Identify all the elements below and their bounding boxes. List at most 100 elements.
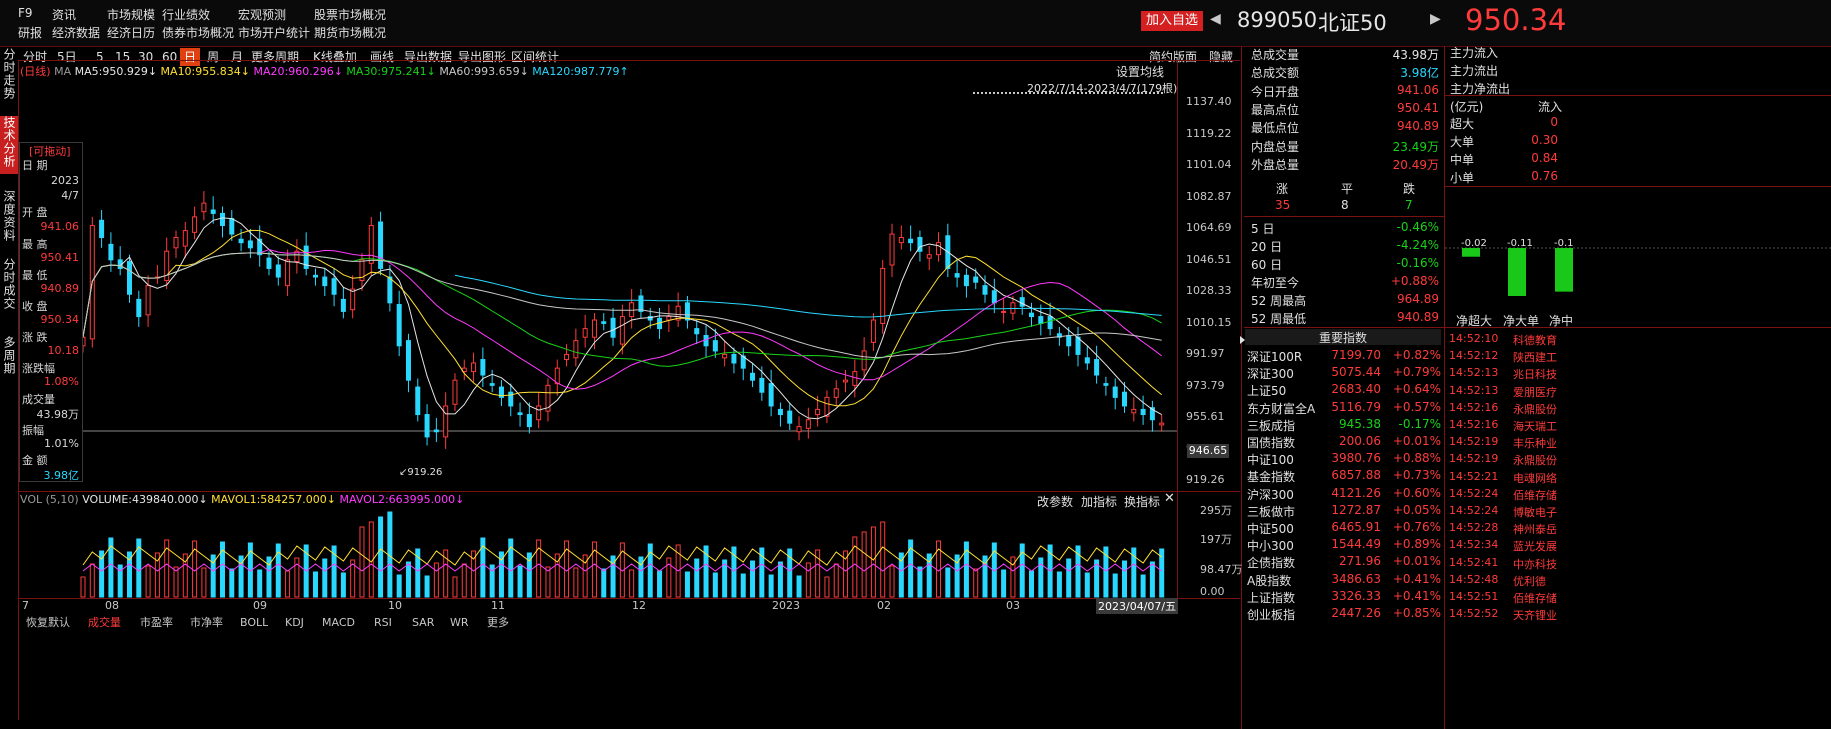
ticker-row[interactable]: 14:52:19 永鼎股份	[1449, 452, 1829, 468]
ticker-row[interactable]: 14:52:24 博敏电子	[1449, 504, 1829, 520]
index-row[interactable]: 上证50 2683.40 +0.64%	[1247, 382, 1443, 398]
menu-item[interactable]: 经济日历	[107, 26, 156, 40]
setup-ma-button[interactable]: 设置均线	[1116, 65, 1165, 79]
index-row[interactable]: 三板成指 945.38 -0.17%	[1247, 417, 1443, 433]
ticker-row[interactable]: 14:52:10 科德教育	[1449, 332, 1829, 348]
candle	[1038, 304, 1044, 336]
ticker-row[interactable]: 14:52:13 兆日科技	[1449, 366, 1829, 382]
tab-intraday[interactable]: 分时走势	[0, 48, 18, 106]
ticker-row[interactable]: 14:52:21 电魂网络	[1449, 470, 1829, 486]
ticker-row[interactable]: 14:52:48 优利德	[1449, 573, 1829, 589]
index-row[interactable]: 深证100R 7199.70 +0.82%	[1247, 348, 1443, 364]
index-value: 200.06	[1339, 434, 1381, 448]
ticker-row[interactable]: 14:52:16 海天瑞工	[1449, 418, 1829, 434]
volume-bar	[322, 558, 328, 598]
prev-stock-icon[interactable]: ◀	[1210, 11, 1221, 27]
menu-item[interactable]: 研报	[18, 26, 43, 40]
volume-bar	[870, 526, 876, 598]
ma-legend: (日线) MA MA5:950.929↓ MA10:955.834↓ MA20:…	[20, 63, 629, 79]
index-row[interactable]: 三板做市 1272.87 +0.05%	[1247, 503, 1443, 519]
menu-item[interactable]: 市场规模	[107, 8, 156, 22]
index-name: 基金指数	[1247, 470, 1296, 485]
candle	[378, 211, 384, 276]
volume-bar	[396, 574, 402, 598]
ticker-row[interactable]: 14:52:51 佰维存储	[1449, 590, 1829, 606]
index-change: +0.57%	[1392, 399, 1441, 414]
menu-item[interactable]: 期货市场概况	[314, 26, 387, 40]
index-row[interactable]: 国债指数 200.06 +0.01%	[1247, 434, 1443, 450]
ticker-name: 蓝光发展	[1513, 540, 1557, 554]
ticker-row[interactable]: 14:52:13 爱朋医疗	[1449, 384, 1829, 400]
period-label: 5 日	[1251, 222, 1275, 236]
indicator-tab[interactable]: KDJ	[285, 616, 304, 629]
candle	[852, 359, 858, 398]
date-year: 2023	[51, 174, 79, 187]
next-stock-icon[interactable]: ▶	[1430, 11, 1441, 27]
indicator-tab[interactable]: 更多	[487, 616, 509, 629]
index-row[interactable]: 东方财富全A 5116.79 +0.57%	[1247, 400, 1443, 416]
indicator-tab[interactable]: 市盈率	[140, 616, 173, 629]
kline-chart[interactable]	[19, 61, 1177, 491]
index-row[interactable]: 创业板指 2447.26 +0.85%	[1247, 606, 1443, 622]
expand-icon[interactable]	[1240, 336, 1245, 344]
menu-item[interactable]: 市场开户统计	[238, 26, 311, 40]
indicator-tab[interactable]: 成交量	[88, 616, 121, 629]
candle	[601, 313, 607, 331]
indicator-tab[interactable]: MACD	[322, 616, 355, 629]
tab-technical[interactable]: 技术分析	[0, 116, 18, 174]
indicator-tab[interactable]: RSI	[374, 616, 392, 629]
ticker-row[interactable]: 14:52:41 中亦科技	[1449, 556, 1829, 572]
menu-item[interactable]: 行业绩效	[162, 8, 211, 22]
indicator-tab[interactable]: WR	[450, 616, 469, 629]
add-watch-button[interactable]: 加入自选	[1141, 11, 1203, 31]
indicator-tab[interactable]: 市净率	[190, 616, 223, 629]
volume-chart[interactable]	[19, 505, 1177, 598]
index-row[interactable]: 上证指数 3326.33 +0.41%	[1247, 589, 1443, 605]
ticker-row[interactable]: 14:52:19 丰乐种业	[1449, 435, 1829, 451]
panel-title: [可拖动]	[29, 145, 71, 158]
indicator-tab[interactable]: SAR	[412, 616, 435, 629]
hide-button[interactable]: 隐藏	[1209, 50, 1234, 64]
index-name: 企债指数	[1247, 556, 1296, 571]
index-value: 3326.33	[1331, 588, 1381, 603]
index-row[interactable]: 深证300 5075.44 +0.79%	[1247, 365, 1443, 381]
menu-item[interactable]: 债券市场概况	[162, 26, 235, 40]
ticker-time: 14:52:41	[1449, 555, 1499, 569]
menu-item[interactable]: 宏观预测	[238, 8, 287, 22]
ma20-value: MA20:960.296↓	[253, 65, 343, 78]
ticker-name: 电魂网络	[1513, 471, 1557, 485]
ticker-row[interactable]: 14:52:52 天齐锂业	[1449, 607, 1829, 623]
tab-deep-data[interactable]: 深度资料	[0, 190, 18, 248]
candle	[201, 191, 207, 221]
tab-trades[interactable]: 分时成交	[0, 258, 18, 316]
index-row[interactable]: A股指数 3486.63 +0.41%	[1247, 572, 1443, 588]
ticker-row[interactable]: 14:52:34 蓝光发展	[1449, 538, 1829, 554]
index-row[interactable]: 中证500 6465.91 +0.76%	[1247, 520, 1443, 536]
change-params-button[interactable]: 改参数	[1037, 495, 1074, 509]
menu-item[interactable]: 股票市场概况	[314, 8, 387, 22]
menu-item[interactable]: F9	[18, 6, 33, 20]
index-row[interactable]: 中证100 3980.76 +0.88%	[1247, 451, 1443, 467]
index-row[interactable]: 基金指数 6857.88 +0.73%	[1247, 468, 1443, 484]
ticker-row[interactable]: 14:52:28 神州泰岳	[1449, 521, 1829, 537]
ticker-row[interactable]: 14:52:16 永鼎股份	[1449, 401, 1829, 417]
ticker-row[interactable]: 14:52:24 佰维存储	[1449, 487, 1829, 503]
index-row[interactable]: 企债指数 271.96 +0.01%	[1247, 554, 1443, 570]
close-icon[interactable]: ✕	[1164, 491, 1175, 506]
index-row[interactable]: 沪深300 4121.26 +0.60%	[1247, 486, 1443, 502]
flow-bar-label: 净超大	[1456, 314, 1493, 328]
tab-label: 分时成交	[2, 258, 16, 310]
draggable-info-panel[interactable]: [可拖动] 日 期 2023 4/7 开 盘 941.06 最 高 950.41…	[19, 142, 83, 482]
ticker-name: 天齐锂业	[1513, 609, 1557, 623]
index-row[interactable]: 中小300 1544.49 +0.89%	[1247, 537, 1443, 553]
tab-multi-period[interactable]: 多周期	[0, 336, 18, 382]
add-indicator-button[interactable]: 加指标	[1081, 495, 1118, 509]
indicator-tab[interactable]: BOLL	[240, 616, 269, 629]
flow-bar	[1555, 248, 1573, 292]
menu-item[interactable]: 经济数据	[52, 26, 101, 40]
indicator-tab[interactable]: 恢复默认	[26, 616, 70, 629]
ticker-row[interactable]: 14:52:12 陕西建工	[1449, 349, 1829, 365]
menu-item[interactable]: 资讯	[52, 8, 77, 22]
switch-indicator-button[interactable]: 换指标	[1124, 495, 1161, 509]
period-5min[interactable]: 5	[96, 50, 104, 64]
